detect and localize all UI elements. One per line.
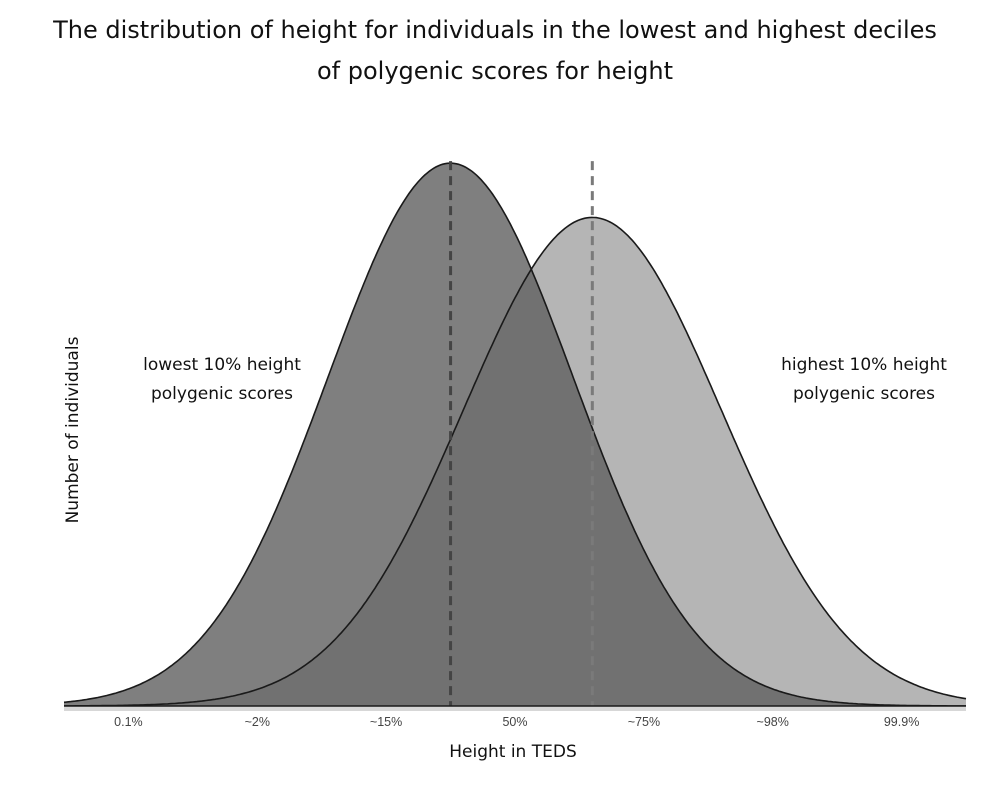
x-tick-label: ~2% bbox=[245, 715, 270, 729]
plot-area bbox=[63, 161, 967, 711]
x-tick-label: ~75% bbox=[628, 715, 660, 729]
y-axis-label: Number of individuals bbox=[63, 336, 83, 523]
x-axis-band bbox=[64, 706, 966, 711]
x-tick-label: 99.9% bbox=[884, 715, 919, 729]
overlap-area bbox=[64, 270, 966, 706]
x-tick-label: 50% bbox=[502, 715, 527, 729]
x-axis-ticks: 0.1% ~2% ~15% 50% ~75% ~98% 99.9% bbox=[114, 715, 919, 729]
highest-series-label-line-2: polygenic scores bbox=[793, 384, 935, 404]
x-tick-label: ~15% bbox=[370, 715, 402, 729]
chart-title-line-2: of polygenic scores for height bbox=[317, 57, 673, 85]
chart-title-line-1: The distribution of height for individua… bbox=[52, 16, 937, 44]
x-axis-label: Height in TEDS bbox=[449, 742, 577, 762]
lowest-series-label-line-1: lowest 10% height bbox=[143, 355, 301, 375]
lowest-series-line bbox=[63, 162, 966, 707]
lowest-series-label-line-2: polygenic scores bbox=[151, 384, 293, 404]
highest-series-line bbox=[64, 216, 967, 707]
x-tick-label: 0.1% bbox=[114, 715, 143, 729]
x-tick-label: ~98% bbox=[757, 715, 789, 729]
highest-series-label-line-1: highest 10% height bbox=[781, 355, 947, 375]
